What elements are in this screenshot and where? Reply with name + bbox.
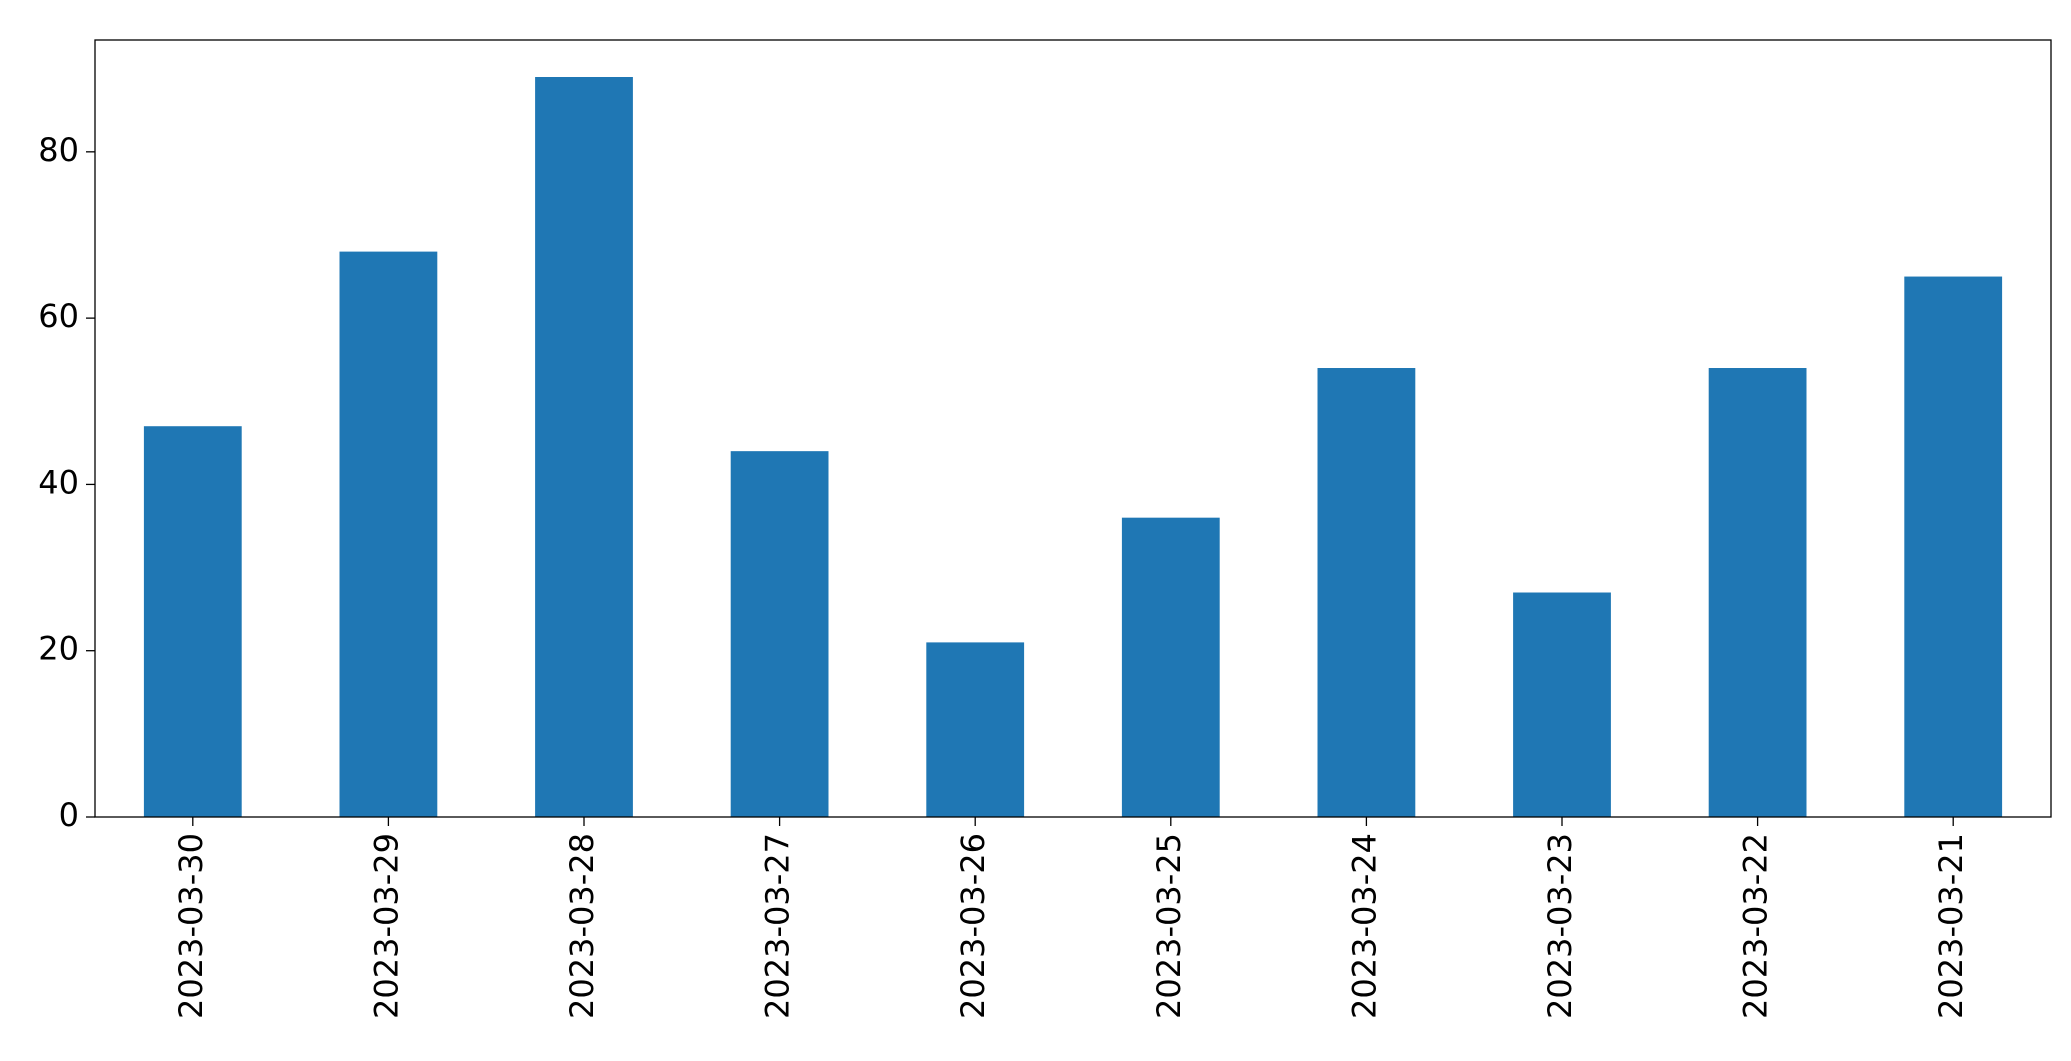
x-tick-label: 2023-03-27: [759, 833, 797, 1019]
x-tick-label: 2023-03-21: [1932, 833, 1970, 1019]
bar: [1708, 368, 1807, 817]
bar: [339, 251, 438, 817]
y-tick-label: 0: [59, 796, 79, 834]
x-tick-label: 2023-03-26: [954, 833, 992, 1019]
x-tick-label: 2023-03-25: [1150, 833, 1188, 1019]
x-tick-label: 2023-03-30: [172, 833, 210, 1019]
bar: [535, 77, 633, 817]
bar: [730, 451, 829, 817]
x-tick-label: 2023-03-28: [563, 833, 601, 1019]
x-tick-label: 2023-03-23: [1541, 833, 1579, 1019]
bar: [1121, 517, 1220, 817]
x-tick-label: 2023-03-29: [367, 833, 405, 1019]
bar: [1904, 276, 2003, 818]
bar: [1513, 592, 1611, 817]
y-tick-label: 20: [38, 630, 79, 668]
y-tick-label: 80: [38, 131, 79, 169]
plot-frame: [94, 39, 2052, 818]
bar: [143, 426, 242, 817]
x-tick-label: 2023-03-24: [1345, 833, 1383, 1019]
bar: [1317, 368, 1416, 817]
y-tick-label: 60: [38, 297, 79, 335]
bar: [926, 642, 1025, 817]
y-tick-label: 40: [38, 463, 79, 501]
x-tick-label: 2023-03-22: [1737, 833, 1775, 1019]
